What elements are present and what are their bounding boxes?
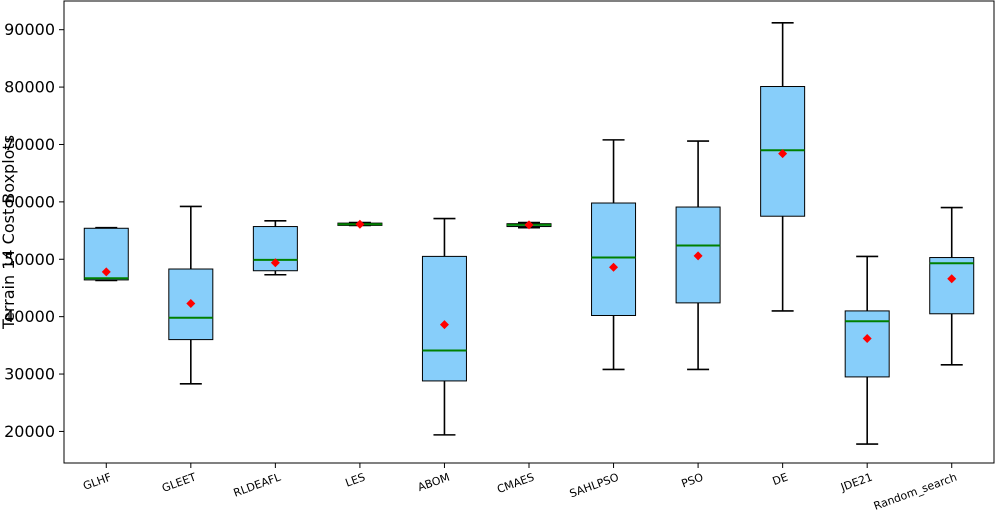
box-random-search [929,206,975,366]
box-series [83,22,975,445]
y-tick-label: 40000 [4,307,55,326]
x-tick-label: RLDEAFL [232,470,283,499]
mean-marker [862,333,872,343]
box-les [337,219,383,229]
y-tick-label: 60000 [4,192,55,211]
mean-marker [101,267,111,277]
x-tick-label: SAHLPSO [568,470,621,500]
mean-marker [778,149,788,159]
x-tick-label: CMAES [495,471,536,496]
mean-marker [693,251,703,261]
mean-marker [186,298,196,308]
y-tick-label: 80000 [4,78,55,97]
mean-marker [609,262,619,272]
iqr-box [591,202,637,317]
box-jde21 [844,255,890,445]
iqr-box [421,255,467,382]
x-tick-label: DE [771,471,790,489]
box-cmaes [506,220,552,230]
iqr-box [929,257,975,315]
y-tick-label: 90000 [4,20,55,39]
y-axis-ticks: 20000 30000 40000 50000 60000 70000 80000 90000 [4,20,64,441]
plot-frame [63,0,995,464]
mean-marker [947,274,957,284]
box-pso [675,140,721,371]
mean-marker [270,258,280,268]
box-glhf [83,226,129,282]
box-sahlpso [591,139,637,371]
box-abom [421,217,467,436]
y-tick-label: 50000 [4,250,55,269]
plot-background [64,1,994,463]
y-tick-label: 30000 [4,365,55,384]
x-tick-label: GLEET [160,471,198,495]
mean-marker [355,219,365,229]
x-tick-label: Random_search [872,471,959,513]
x-tick-label: LES [344,471,367,490]
x-tick-label: GLHF [81,471,113,493]
mean-marker [524,220,534,230]
x-tick-label: JDE21 [838,471,874,495]
box-rldeafl [252,220,298,276]
y-tick-label: 70000 [4,135,55,154]
y-tick-label: 20000 [4,422,55,441]
box-de [760,22,806,312]
y-axis-title: Terrain 14 Cost Boxplots [0,135,18,330]
x-axis-ticks: GLHF GLEET RLDEAFL LES ABOM CMAES SAHLPSO PSO DE… [81,463,959,513]
box-gleet [168,205,214,385]
mean-marker [439,320,449,330]
x-tick-label: PSO [680,470,706,490]
x-tick-label: ABOM [416,471,451,495]
